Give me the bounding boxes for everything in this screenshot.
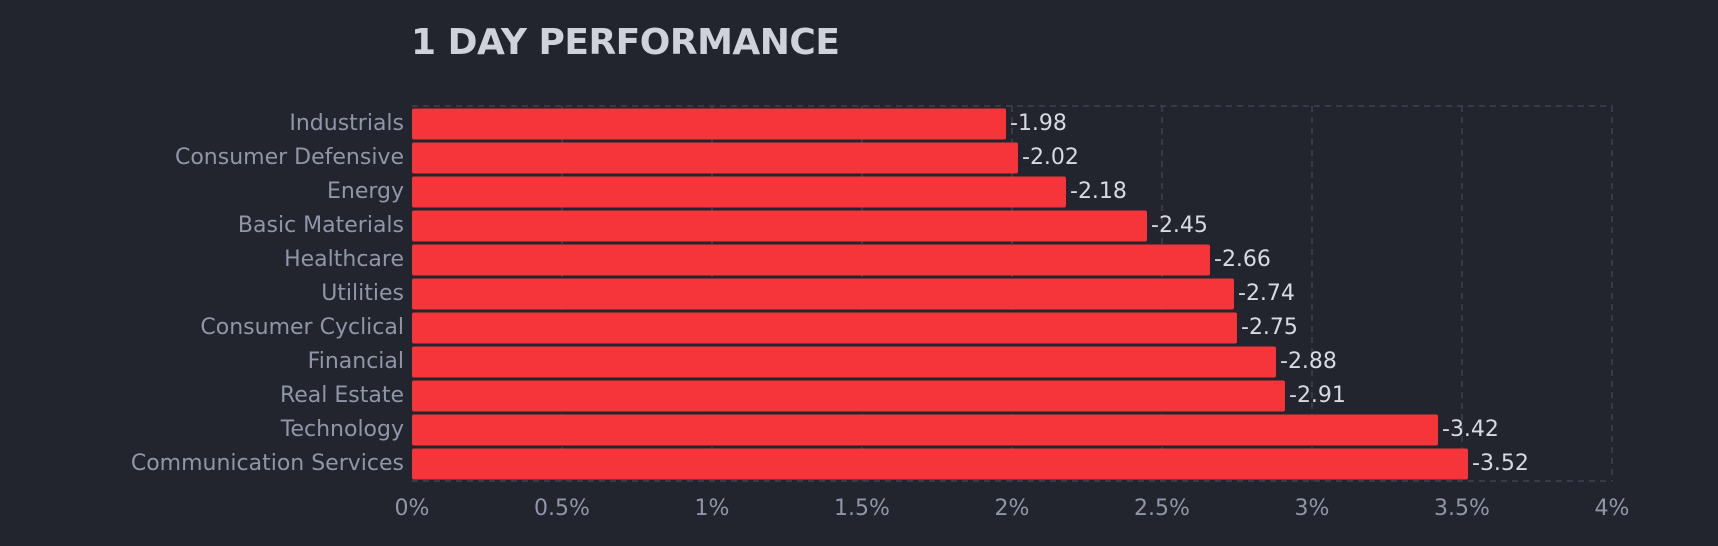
category-label: Consumer Defensive	[175, 145, 404, 170]
value-label: -2.91	[1289, 383, 1346, 408]
x-tick-label: 0%	[395, 496, 430, 521]
bar	[412, 448, 1468, 480]
value-label: -2.88	[1280, 349, 1337, 374]
value-label: -2.02	[1022, 145, 1079, 170]
value-label: -3.42	[1442, 417, 1499, 442]
bar	[412, 380, 1285, 412]
value-label: -1.98	[1010, 111, 1067, 136]
category-label: Real Estate	[280, 383, 404, 408]
x-tick-label: 0.5%	[534, 496, 590, 521]
value-label: -3.52	[1472, 451, 1529, 476]
bar	[412, 210, 1147, 242]
x-tick-label: 3.5%	[1434, 496, 1490, 521]
bar	[412, 278, 1234, 310]
bar	[412, 244, 1210, 276]
value-label: -2.75	[1241, 315, 1298, 340]
category-label: Financial	[308, 349, 404, 374]
chart-title: 1 DAY PERFORMANCE	[411, 22, 840, 63]
category-label: Utilities	[321, 281, 404, 306]
bar	[412, 176, 1066, 208]
x-tick-label: 2%	[995, 496, 1030, 521]
category-label: Consumer Cyclical	[200, 315, 404, 340]
category-label: Energy	[327, 179, 404, 204]
x-tick-label: 3%	[1295, 496, 1330, 521]
category-label: Communication Services	[131, 451, 404, 476]
bar	[412, 108, 1006, 140]
category-label: Technology	[280, 417, 404, 442]
value-label: -2.18	[1070, 179, 1127, 204]
bar	[412, 312, 1237, 344]
category-label: Basic Materials	[238, 213, 404, 238]
category-label: Industrials	[289, 111, 404, 136]
x-tick-label: 4%	[1595, 496, 1630, 521]
x-tick-label: 2.5%	[1134, 496, 1190, 521]
value-label: -2.45	[1151, 213, 1208, 238]
value-label: -2.74	[1238, 281, 1295, 306]
bar	[412, 414, 1438, 446]
category-label: Healthcare	[284, 247, 404, 272]
x-tick-label: 1%	[695, 496, 730, 521]
value-label: -2.66	[1214, 247, 1271, 272]
bar	[412, 142, 1018, 174]
bar	[412, 346, 1276, 378]
x-tick-label: 1.5%	[834, 496, 890, 521]
